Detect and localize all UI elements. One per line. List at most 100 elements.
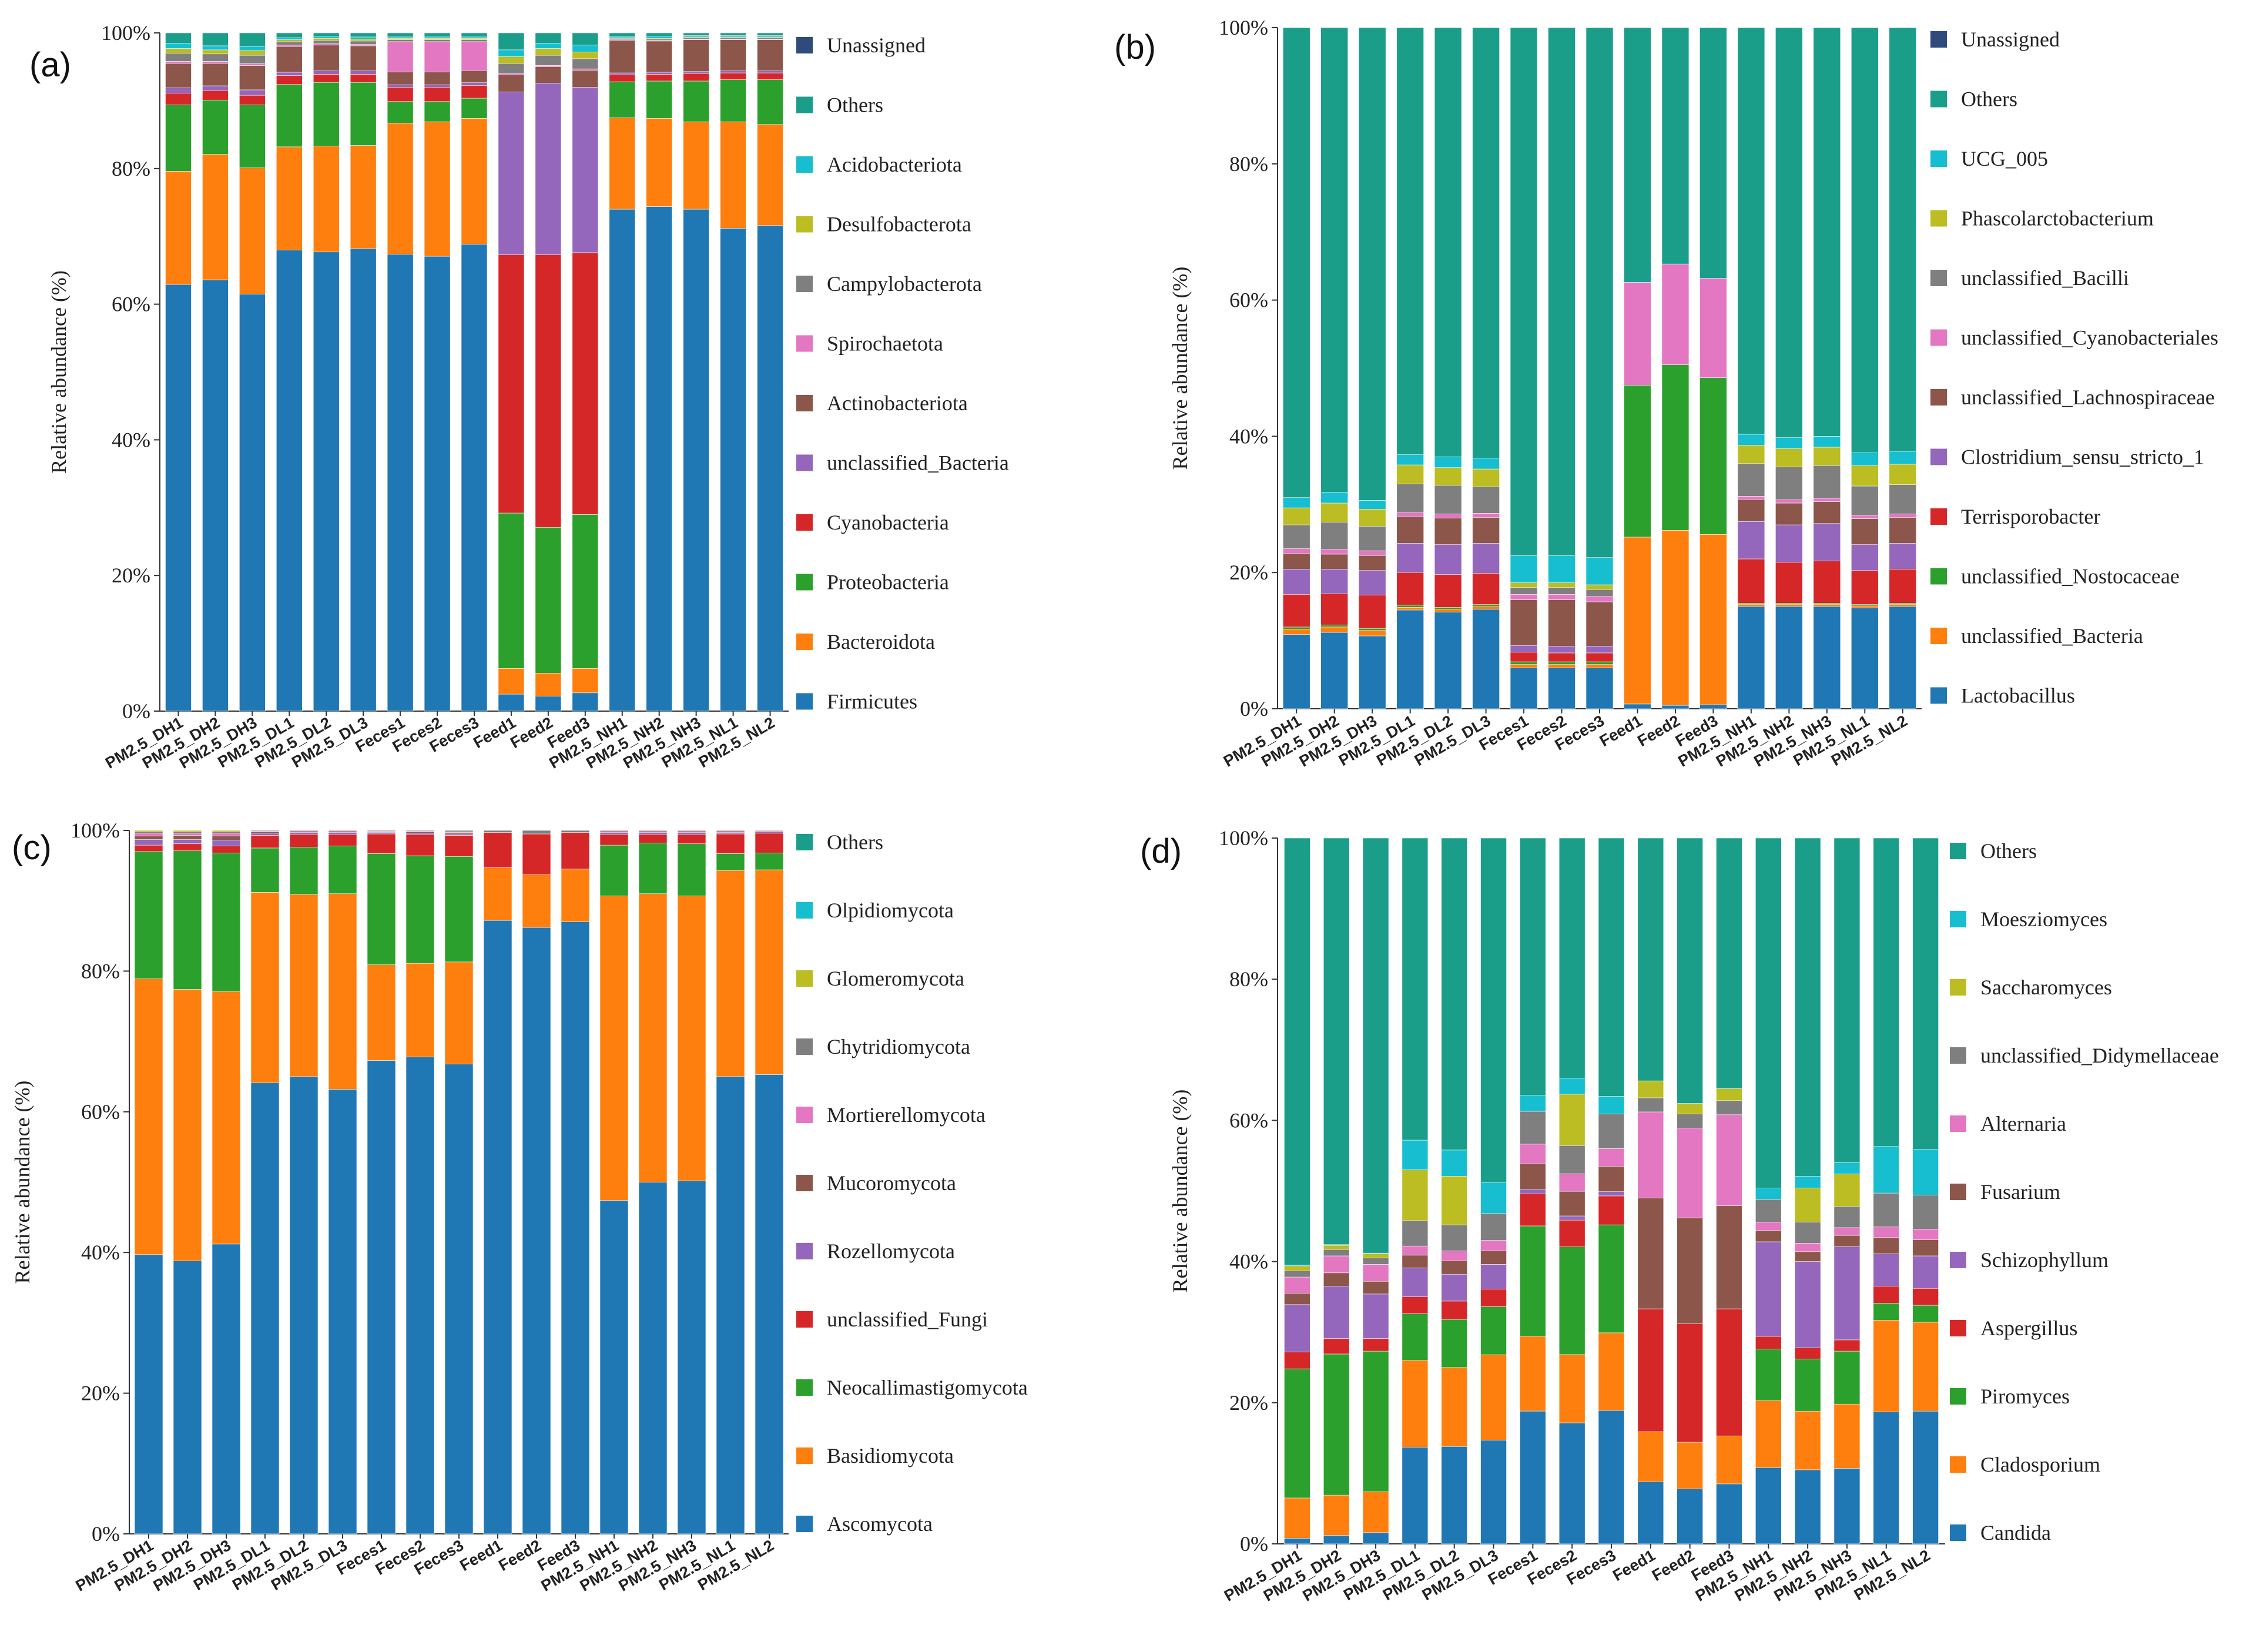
y-tick-label: 20% bbox=[81, 1382, 120, 1405]
bar-segment bbox=[239, 293, 266, 712]
bar-segment bbox=[387, 38, 414, 40]
bar-segment bbox=[444, 1064, 474, 1534]
bar-segment bbox=[424, 256, 451, 712]
bar-segment bbox=[757, 35, 783, 38]
legend-label: Chytridiomycota bbox=[827, 1035, 970, 1058]
bar-segment bbox=[350, 45, 377, 71]
legend-label: Actinobacteriota bbox=[827, 391, 968, 415]
bar-segment bbox=[1598, 837, 1625, 1097]
bar-segment bbox=[444, 830, 474, 832]
bar-segment bbox=[313, 74, 340, 83]
bar-segment bbox=[1282, 497, 1310, 508]
bar-segment bbox=[1851, 452, 1879, 466]
bar-segment bbox=[1585, 584, 1614, 590]
bar-segment bbox=[498, 49, 525, 57]
bar-segment bbox=[1794, 1188, 1821, 1222]
bar-segment bbox=[1851, 465, 1879, 487]
bar-segment bbox=[1396, 607, 1424, 611]
y-tick-label: 80% bbox=[112, 157, 150, 180]
bar-segment bbox=[313, 36, 340, 39]
bar-segment bbox=[1358, 500, 1386, 510]
bar-segment bbox=[1323, 1535, 1350, 1544]
bar-segment bbox=[1558, 1354, 1585, 1423]
bar-segment bbox=[313, 146, 340, 253]
bar-segment bbox=[1396, 464, 1424, 484]
bar-segment bbox=[1282, 548, 1310, 554]
legend-label: Desulfobacterota bbox=[827, 213, 971, 236]
bar-segment bbox=[1282, 553, 1310, 569]
legend-swatch bbox=[1930, 389, 1947, 406]
legend-label: Phascolarctobacterium bbox=[1961, 207, 2154, 230]
bar-segment bbox=[165, 284, 192, 712]
bar-segment bbox=[1637, 1080, 1664, 1098]
bar-segment bbox=[1402, 837, 1429, 1141]
bar-segment bbox=[1889, 606, 1917, 709]
bar-segment bbox=[1851, 515, 1879, 519]
bar-segment bbox=[609, 209, 636, 712]
bar-segment bbox=[202, 53, 229, 62]
bar-segment bbox=[1520, 1189, 1546, 1194]
bar-segment bbox=[1716, 1483, 1742, 1544]
bar-segment bbox=[1851, 27, 1879, 453]
bar-segment bbox=[638, 843, 668, 894]
bar-segment bbox=[757, 39, 783, 71]
bar-segment bbox=[1558, 1422, 1585, 1544]
bar-segment bbox=[683, 121, 709, 210]
y-tick-label: 40% bbox=[1229, 424, 1268, 448]
bar-segment bbox=[461, 41, 488, 71]
bar-segment bbox=[1755, 837, 1782, 1188]
bar-segment bbox=[1558, 1191, 1585, 1217]
bar-segment bbox=[720, 32, 746, 36]
bar-segment bbox=[202, 99, 229, 155]
bar-segment bbox=[1558, 1145, 1585, 1174]
bar-segment bbox=[683, 32, 709, 36]
bar-segment bbox=[1480, 1440, 1507, 1544]
bar-segment bbox=[1637, 837, 1664, 1081]
bar-segment bbox=[1813, 561, 1841, 604]
bar-segment bbox=[1323, 1255, 1350, 1274]
bar-segment bbox=[1520, 1225, 1546, 1337]
bar-segment bbox=[1402, 1140, 1429, 1170]
bar-segment bbox=[1637, 1308, 1664, 1432]
bar-segment bbox=[1737, 499, 1765, 522]
bar-segment bbox=[239, 50, 266, 56]
bar-segment bbox=[683, 71, 709, 74]
bar-segment bbox=[1480, 1251, 1507, 1265]
bar-segment bbox=[405, 833, 435, 835]
bar-segment bbox=[1794, 1243, 1821, 1252]
bar-segment bbox=[1912, 1229, 1939, 1240]
bar-segment bbox=[276, 84, 303, 148]
bar-segment bbox=[1284, 1538, 1310, 1544]
bar-segment bbox=[165, 48, 192, 53]
bar-segment bbox=[1548, 599, 1576, 646]
legend-swatch bbox=[796, 1107, 813, 1123]
bar-segment bbox=[1813, 27, 1841, 437]
bar-segment bbox=[572, 87, 599, 253]
bar-segment bbox=[1851, 544, 1879, 571]
bar-segment bbox=[424, 101, 451, 122]
legend-swatch bbox=[1950, 1115, 1966, 1132]
bar-segment bbox=[1755, 1188, 1782, 1200]
bar-segment bbox=[572, 68, 599, 71]
bar-segment bbox=[1548, 594, 1576, 600]
legend-swatch bbox=[1950, 843, 1966, 859]
bar-segment bbox=[134, 836, 163, 840]
bar-segment bbox=[1889, 543, 1917, 569]
bar-segment bbox=[677, 843, 706, 896]
bar-segment bbox=[1624, 27, 1651, 283]
bar-segment bbox=[134, 839, 163, 846]
bar-segment bbox=[461, 32, 488, 38]
bar-segment bbox=[757, 225, 783, 712]
bar-segment bbox=[461, 38, 488, 40]
x-tick-label: Feed1 bbox=[1597, 712, 1645, 750]
bar-segment bbox=[405, 963, 435, 1057]
y-tick-label: 40% bbox=[112, 428, 150, 451]
bar-segment bbox=[1585, 557, 1614, 585]
bar-segment bbox=[757, 72, 783, 80]
legend-swatch bbox=[796, 96, 813, 113]
bar-segment bbox=[461, 85, 488, 99]
bar-segment bbox=[1737, 521, 1765, 559]
bar-segment bbox=[1716, 1205, 1742, 1309]
bar-segment bbox=[1624, 282, 1651, 386]
bar-segment bbox=[1284, 1270, 1310, 1278]
